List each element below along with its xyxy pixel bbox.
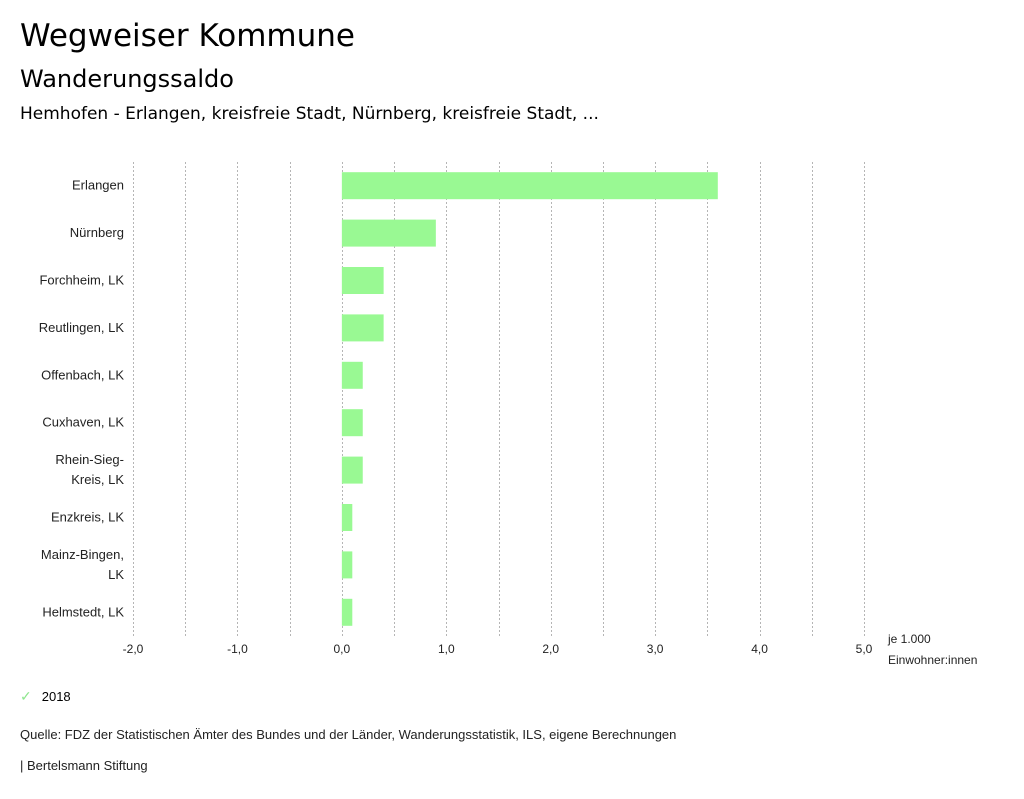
category-label-line: Mainz-Bingen,	[41, 547, 124, 562]
bar	[341, 267, 384, 294]
bar	[341, 314, 384, 342]
bar	[341, 598, 353, 626]
credit-note: | Bertelsmann Stiftung	[20, 758, 148, 773]
unit-label: je 1.000 Einwohner:innen	[887, 632, 977, 667]
x-tick-label: 3,0	[647, 642, 664, 656]
bars	[341, 172, 718, 626]
x-tick-label: 5,0	[856, 642, 873, 656]
category-label-line: Rhein-Sieg-	[55, 452, 124, 467]
legend-label-2018[interactable]: 2018	[41, 689, 71, 704]
bar	[341, 172, 718, 200]
x-tick-label: -1,0	[227, 642, 248, 656]
category-label: Cuxhaven, LK	[42, 415, 124, 430]
bar	[341, 361, 363, 389]
category-label: Nürnberg	[70, 225, 124, 240]
category-label-line: Enzkreis, LK	[51, 510, 124, 525]
category-label-line: Forchheim, LK	[39, 273, 124, 288]
chart-subtitle: Wanderungssaldo	[20, 65, 234, 93]
page-title: Wegweiser Kommune	[20, 18, 355, 54]
x-tick-labels: -2,0 -1,0 0,0 1,0 2,0 3,0 4,0 5,0	[123, 642, 873, 656]
bar	[341, 456, 363, 484]
x-tick-label: 2,0	[542, 642, 559, 656]
category-label-line: Nürnberg	[70, 225, 124, 240]
bar	[341, 551, 353, 579]
bar-chart: Erlangen Nürnberg Forchheim, LK Reutlingen,…	[39, 162, 977, 667]
source-note: Quelle: FDZ der Statistischen Ämter des …	[20, 727, 677, 742]
unit-label-line: je 1.000	[887, 632, 931, 646]
category-label-line: Offenbach, LK	[41, 367, 124, 382]
category-label: Forchheim, LK	[39, 273, 124, 288]
category-label: Mainz-Bingen, LK	[41, 547, 124, 582]
gridlines	[133, 162, 865, 636]
bar	[341, 219, 436, 247]
category-label-line: Cuxhaven, LK	[42, 415, 124, 430]
x-tick-label: 4,0	[751, 642, 768, 656]
unit-label-line: Einwohner:innen	[888, 653, 977, 667]
category-label: Reutlingen, LK	[39, 320, 125, 335]
check-icon[interactable]: ✓	[20, 688, 32, 704]
category-label-line: Helmstedt, LK	[42, 604, 124, 619]
category-label: Erlangen	[72, 178, 124, 193]
category-label: Helmstedt, LK	[42, 604, 124, 619]
category-label-line: Kreis, LK	[71, 472, 124, 487]
legend: ✓ 2018	[20, 688, 71, 705]
x-tick-label: -2,0	[123, 642, 144, 656]
x-tick-label: 1,0	[438, 642, 455, 656]
category-label-line: Erlangen	[72, 178, 124, 193]
category-label: Rhein-Sieg- Kreis, LK	[55, 452, 124, 487]
region-label: Hemhofen - Erlangen, kreisfreie Stadt, N…	[20, 104, 599, 124]
category-label-line: LK	[108, 567, 124, 582]
category-label: Enzkreis, LK	[51, 510, 124, 525]
bar	[341, 504, 353, 531]
x-tick-label: 0,0	[334, 642, 351, 656]
category-label: Offenbach, LK	[41, 367, 124, 382]
category-labels: Erlangen Nürnberg Forchheim, LK Reutlingen,…	[39, 178, 125, 620]
category-label-line: Reutlingen, LK	[39, 320, 125, 335]
bar	[341, 409, 363, 437]
